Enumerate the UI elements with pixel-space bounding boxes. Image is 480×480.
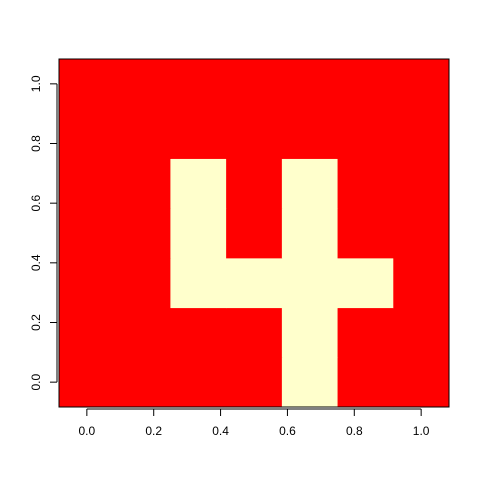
y-axis: 0.0 0.2 0.4 0.6 0.8 1.0: [29, 75, 58, 390]
heatmap-cell-r5-c6: [393, 108, 450, 159]
heatmap-cell-r2-c5: [337, 257, 394, 309]
heatmap-cell-r0-c0: [58, 357, 116, 408]
y-tick-label-0: 0.0: [29, 373, 43, 390]
y-tick-label-4: 0.8: [29, 135, 43, 152]
x-ticks: 0.0 0.2 0.4 0.6 0.8 1.0: [79, 409, 430, 438]
heatmap-cell-r2-c0: [58, 257, 116, 309]
heatmap-cell-r4-c4: [281, 158, 339, 209]
heatmap-cell-r0-c2: [170, 357, 227, 408]
heatmap-cell-r6-c2: [170, 58, 227, 110]
x-tick-label-1: 0.2: [145, 424, 162, 438]
x-tick-label-0: 0.0: [79, 424, 96, 438]
heatmap-cell-r2-c2: [170, 257, 227, 309]
heatmap-cell-r5-c0: [58, 108, 116, 159]
heatmap-cell-r4-c1: [114, 158, 171, 209]
heatmap-cell-r6-c6: [393, 58, 450, 110]
heatmap-cell-r4-c5: [337, 158, 394, 209]
heatmap-cell-r1-c2: [170, 307, 227, 358]
heatmap-cell-r3-c2: [170, 208, 227, 259]
heatmap-cell-r3-c4: [281, 208, 339, 259]
heatmap-cell-r2-c1: [114, 257, 171, 309]
x-axis: 0.0 0.2 0.4 0.6 0.8 1.0: [79, 408, 430, 438]
heatmap-cell-r5-c5: [337, 108, 394, 159]
heatmap-cell-r4-c3: [226, 158, 283, 209]
heatmap-cell-r2-c3: [226, 257, 283, 309]
heatmap-cell-r0-c6: [393, 357, 450, 408]
heatmap-cell-r3-c6: [393, 208, 450, 259]
heatmap-cell-r6-c4: [281, 58, 339, 110]
heatmap-cell-r5-c1: [114, 108, 171, 159]
y-tick-label-2: 0.4: [29, 254, 43, 271]
heatmap-cell-r6-c1: [114, 58, 171, 110]
heatmap-cell-r2-c6: [393, 257, 450, 309]
heatmap-cell-r1-c4: [281, 307, 339, 358]
heatmap-cells: [58, 58, 450, 408]
y-tick-label-1: 0.2: [29, 314, 43, 331]
x-tick-label-3: 0.6: [279, 424, 296, 438]
heatmap-cell-r3-c5: [337, 208, 394, 259]
heatmap-cell-r5-c3: [226, 108, 283, 159]
heatmap-cell-r1-c1: [114, 307, 171, 358]
heatmap-cell-r3-c3: [226, 208, 283, 259]
heatmap-cell-r6-c5: [337, 58, 394, 110]
heatmap-cell-r4-c2: [170, 158, 227, 209]
x-tick-label-5: 1.0: [413, 424, 430, 438]
plot-frame: [58, 58, 450, 408]
heatmap-cell-r0-c4: [281, 357, 339, 408]
heatmap-cell-r1-c0: [58, 307, 116, 358]
heatmap-cell-r0-c5: [337, 357, 394, 408]
heatmap-cell-r1-c5: [337, 307, 394, 358]
heatmap-cell-r4-c0: [58, 158, 116, 209]
heatmap-cell-r4-c6: [393, 158, 450, 209]
heatmap-cell-r6-c3: [226, 58, 283, 110]
heatmap-cell-r2-c4: [281, 257, 339, 309]
y-tick-label-5: 1.0: [29, 75, 43, 92]
x-tick-label-4: 0.8: [346, 424, 363, 438]
heatmap-cell-r5-c4: [281, 108, 339, 159]
heatmap-cell-r1-c6: [393, 307, 450, 358]
heatmap-cell-r0-c3: [226, 357, 283, 408]
heatmap-cell-r3-c1: [114, 208, 171, 259]
heatmap-cell-r6-c0: [58, 58, 116, 110]
heatmap-cell-r1-c3: [226, 307, 283, 358]
heatmap-cell-r0-c1: [114, 357, 171, 408]
y-ticks: 0.0 0.2 0.4 0.6 0.8 1.0: [29, 75, 57, 390]
y-tick-label-3: 0.6: [29, 195, 43, 212]
heatmap-cell-r3-c0: [58, 208, 116, 259]
x-tick-label-2: 0.4: [212, 424, 229, 438]
heatmap-cell-r5-c2: [170, 108, 227, 159]
